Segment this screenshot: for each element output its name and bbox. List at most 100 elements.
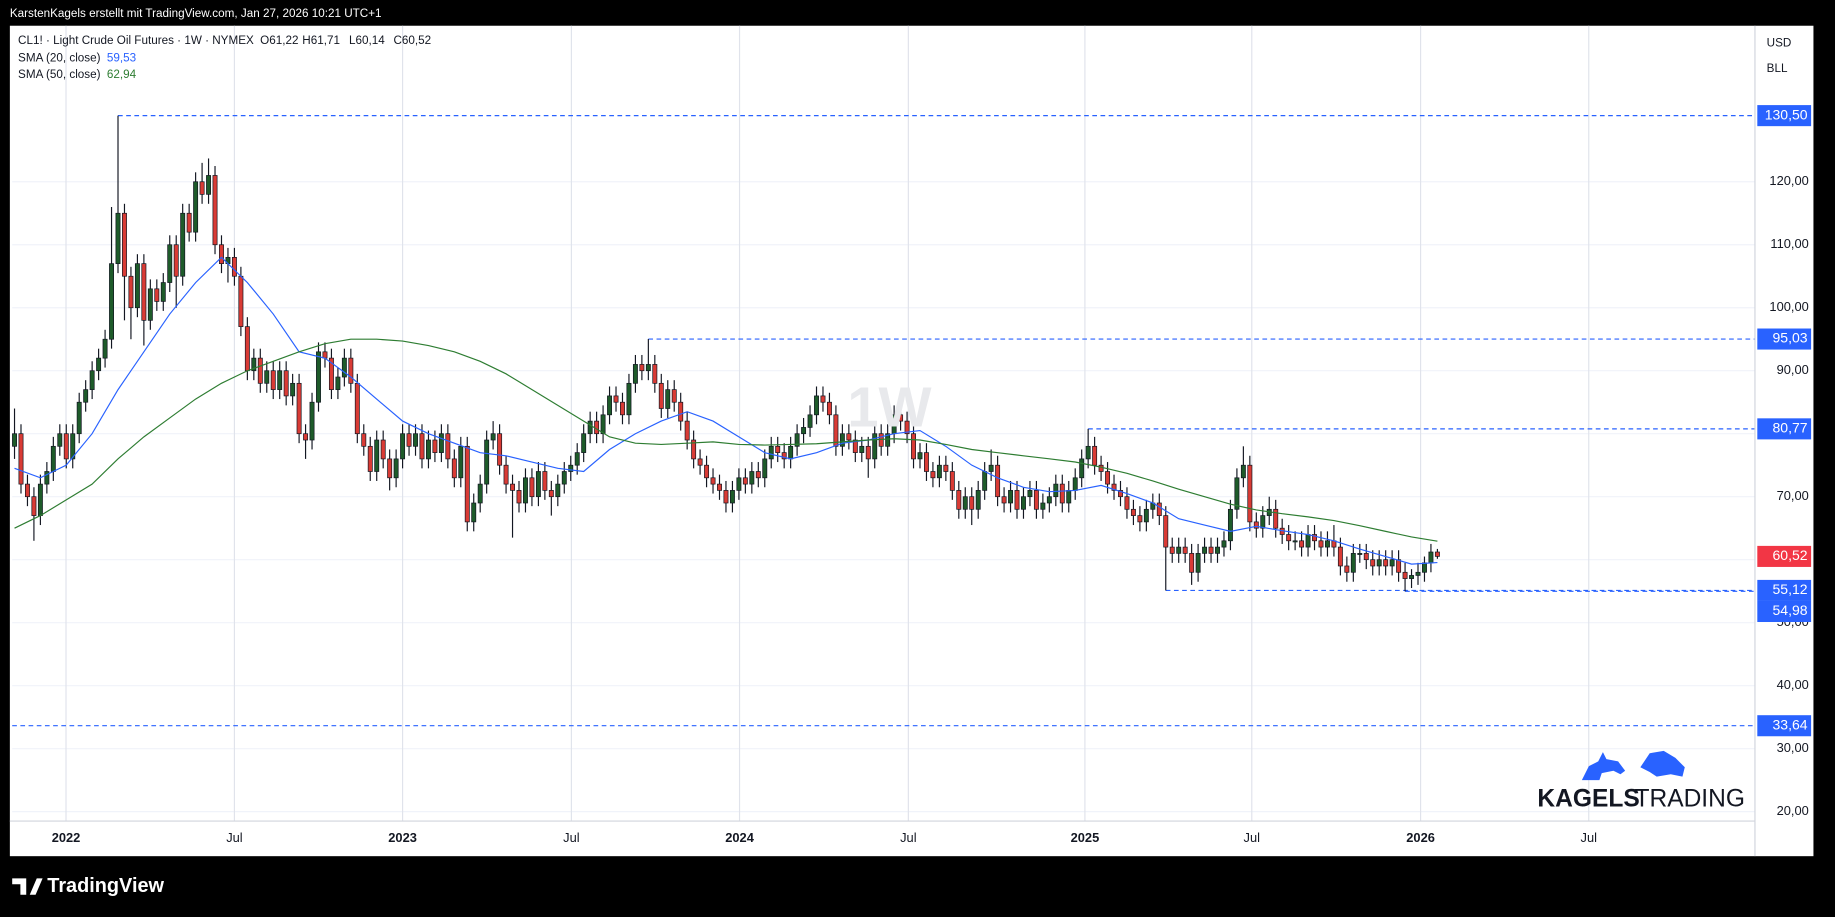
candle-body xyxy=(63,433,69,460)
candle-body xyxy=(167,244,173,283)
candle-body xyxy=(510,483,515,491)
candle-body xyxy=(949,471,955,491)
candle-body xyxy=(1286,534,1292,542)
candle-body xyxy=(309,401,315,441)
candle-body xyxy=(458,445,464,479)
sma-line xyxy=(14,338,1438,542)
price-label: 55,12 xyxy=(1773,581,1808,597)
y-tick-label: 110,00 xyxy=(1770,236,1808,251)
candle-body xyxy=(613,395,619,403)
candle-body xyxy=(83,389,89,403)
candle-body xyxy=(1130,508,1136,516)
candle-body xyxy=(620,401,625,416)
candle-body xyxy=(1357,553,1363,555)
candle-body xyxy=(969,496,975,510)
candle-body xyxy=(1079,458,1085,479)
candle-body xyxy=(484,439,490,485)
candle-body xyxy=(632,364,638,384)
candle-body xyxy=(717,483,722,491)
candle-body xyxy=(186,212,192,233)
price-label-box xyxy=(1757,418,1812,440)
candle-body xyxy=(846,433,852,441)
candle-body xyxy=(406,433,412,447)
candle-body xyxy=(438,433,444,453)
candle-body xyxy=(865,445,871,460)
ohlc-close: C60,52 xyxy=(394,34,432,47)
candle-body xyxy=(1312,534,1317,542)
candle-body xyxy=(89,370,95,390)
candle-body xyxy=(704,464,710,479)
candle-body xyxy=(348,357,354,384)
candle-body xyxy=(529,477,535,498)
candle-body xyxy=(587,420,593,435)
candle-body xyxy=(911,433,916,460)
candle-body xyxy=(814,395,819,416)
candle-body xyxy=(37,483,43,516)
candle-body xyxy=(839,433,845,447)
candle-body xyxy=(393,458,399,479)
candle-body xyxy=(335,376,341,390)
candle-body xyxy=(542,471,548,491)
candle-body xyxy=(859,445,865,453)
candle-body xyxy=(639,364,645,372)
candle-body xyxy=(652,364,658,384)
candle-body xyxy=(768,445,774,460)
legend-name: SMA (20, close) xyxy=(18,52,101,65)
candle-body xyxy=(464,445,470,523)
candle-body xyxy=(1124,496,1130,510)
candle-body xyxy=(1027,490,1033,498)
candle-body xyxy=(833,414,839,447)
price-label-box xyxy=(1757,600,1812,623)
candle-body xyxy=(581,433,587,453)
candle-body xyxy=(96,357,102,372)
candle-body xyxy=(25,483,30,498)
candle-body xyxy=(917,452,923,460)
candle-body xyxy=(820,395,826,403)
candle-body xyxy=(1111,483,1117,491)
y-tick-label: 100,00 xyxy=(1769,299,1808,314)
candle-body xyxy=(1053,483,1059,498)
candle-body xyxy=(277,370,283,390)
price-label: 130,50 xyxy=(1765,106,1808,122)
candle-body xyxy=(1059,483,1065,504)
price-label: 54,98 xyxy=(1773,602,1808,618)
attribution: KarstenKagels erstellt mit TradingView.c… xyxy=(10,7,382,20)
candle-body xyxy=(1202,546,1208,554)
candle-body xyxy=(1415,571,1421,576)
tradingview-logo: TradingView xyxy=(12,875,165,897)
candle-body xyxy=(1370,559,1376,567)
price-label-box xyxy=(1757,328,1812,350)
price-label-box xyxy=(1757,715,1812,737)
candle-body xyxy=(555,483,561,498)
candle-body xyxy=(290,382,296,397)
candle-body xyxy=(270,370,276,390)
candle-body xyxy=(1402,571,1408,579)
watermark: 1W xyxy=(847,376,931,439)
kagels-logo: KAGELS TRADING xyxy=(1537,750,1745,813)
x-tick-label: 2024 xyxy=(725,830,754,845)
candle-body xyxy=(600,414,606,435)
candle-body xyxy=(477,483,483,504)
candle-body xyxy=(1156,502,1162,516)
candle-body xyxy=(322,351,328,359)
y-tick-label: 40,00 xyxy=(1777,677,1809,692)
y-tick-label: 120,00 xyxy=(1769,173,1808,188)
y-tick-label: 20,00 xyxy=(1777,803,1809,818)
candle-body xyxy=(180,212,186,277)
candle-body xyxy=(296,382,302,435)
candle-body xyxy=(723,490,729,504)
x-tick-label: 2022 xyxy=(52,830,81,845)
candle-body xyxy=(762,458,768,479)
candle-body xyxy=(193,181,199,233)
candle-body xyxy=(975,490,981,510)
sma-line xyxy=(14,256,1438,565)
y-tick-label: 70,00 xyxy=(1777,488,1809,503)
plot xyxy=(12,25,1755,822)
candle-body xyxy=(115,212,121,264)
candle-body xyxy=(924,452,929,472)
candle-body xyxy=(523,477,528,504)
candle-body xyxy=(432,439,438,453)
candle-body xyxy=(749,471,755,485)
candle-body xyxy=(173,244,179,277)
